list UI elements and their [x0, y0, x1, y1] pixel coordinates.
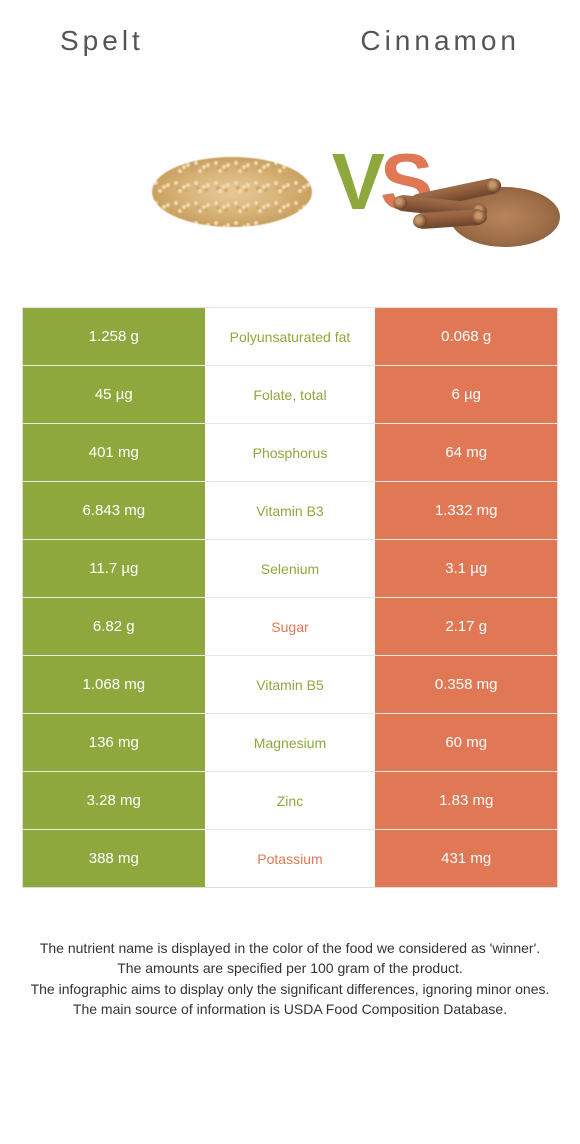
- nutrient-label: Zinc: [205, 772, 376, 829]
- spelt-image: [142, 117, 322, 247]
- left-value: 1.068 mg: [23, 656, 205, 713]
- table-row: 1.258 gPolyunsaturated fat0.068 g: [23, 307, 557, 365]
- table-row: 45 µgFolate, total6 µg: [23, 365, 557, 423]
- right-value: 3.1 µg: [375, 540, 557, 597]
- left-value: 45 µg: [23, 366, 205, 423]
- footer-line: The infographic aims to display only the…: [30, 979, 550, 999]
- footer-notes: The nutrient name is displayed in the co…: [30, 938, 550, 1019]
- footer-line: The nutrient name is displayed in the co…: [30, 938, 550, 958]
- right-value: 64 mg: [375, 424, 557, 481]
- table-row: 6.82 gSugar2.17 g: [23, 597, 557, 655]
- right-value: 1.332 mg: [375, 482, 557, 539]
- right-value: 60 mg: [375, 714, 557, 771]
- left-value: 401 mg: [23, 424, 205, 481]
- table-row: 136 mgMagnesium60 mg: [23, 713, 557, 771]
- nutrient-label: Magnesium: [205, 714, 376, 771]
- right-value: 1.83 mg: [375, 772, 557, 829]
- left-value: 136 mg: [23, 714, 205, 771]
- left-value: 11.7 µg: [23, 540, 205, 597]
- nutrient-label: Potassium: [205, 830, 376, 887]
- table-row: 6.843 mgVitamin B31.332 mg: [23, 481, 557, 539]
- left-food-title: Spelt: [60, 25, 144, 57]
- footer-line: The main source of information is USDA F…: [30, 999, 550, 1019]
- table-row: 401 mgPhosphorus64 mg: [23, 423, 557, 481]
- left-value: 6.843 mg: [23, 482, 205, 539]
- nutrient-label: Selenium: [205, 540, 376, 597]
- right-value: 0.358 mg: [375, 656, 557, 713]
- table-row: 11.7 µgSelenium3.1 µg: [23, 539, 557, 597]
- cinnamon-image: [380, 137, 560, 257]
- left-value: 3.28 mg: [23, 772, 205, 829]
- vs-v: V: [332, 136, 380, 228]
- right-food-title: Cinnamon: [360, 25, 520, 57]
- table-row: 3.28 mgZinc1.83 mg: [23, 771, 557, 829]
- table-row: 388 mgPotassium431 mg: [23, 829, 557, 887]
- right-value: 0.068 g: [375, 308, 557, 365]
- nutrient-label: Folate, total: [205, 366, 376, 423]
- right-value: 2.17 g: [375, 598, 557, 655]
- left-value: 6.82 g: [23, 598, 205, 655]
- table-row: 1.068 mgVitamin B50.358 mg: [23, 655, 557, 713]
- hero-images: VS: [20, 97, 560, 267]
- left-value: 388 mg: [23, 830, 205, 887]
- right-value: 6 µg: [375, 366, 557, 423]
- nutrient-label: Vitamin B5: [205, 656, 376, 713]
- nutrient-label: Phosphorus: [205, 424, 376, 481]
- left-value: 1.258 g: [23, 308, 205, 365]
- right-value: 431 mg: [375, 830, 557, 887]
- footer-line: The amounts are specified per 100 gram o…: [30, 958, 550, 978]
- nutrient-label: Vitamin B3: [205, 482, 376, 539]
- header: Spelt Cinnamon: [0, 0, 580, 67]
- comparison-table: 1.258 gPolyunsaturated fat0.068 g45 µgFo…: [22, 307, 558, 888]
- nutrient-label: Sugar: [205, 598, 376, 655]
- nutrient-label: Polyunsaturated fat: [205, 308, 376, 365]
